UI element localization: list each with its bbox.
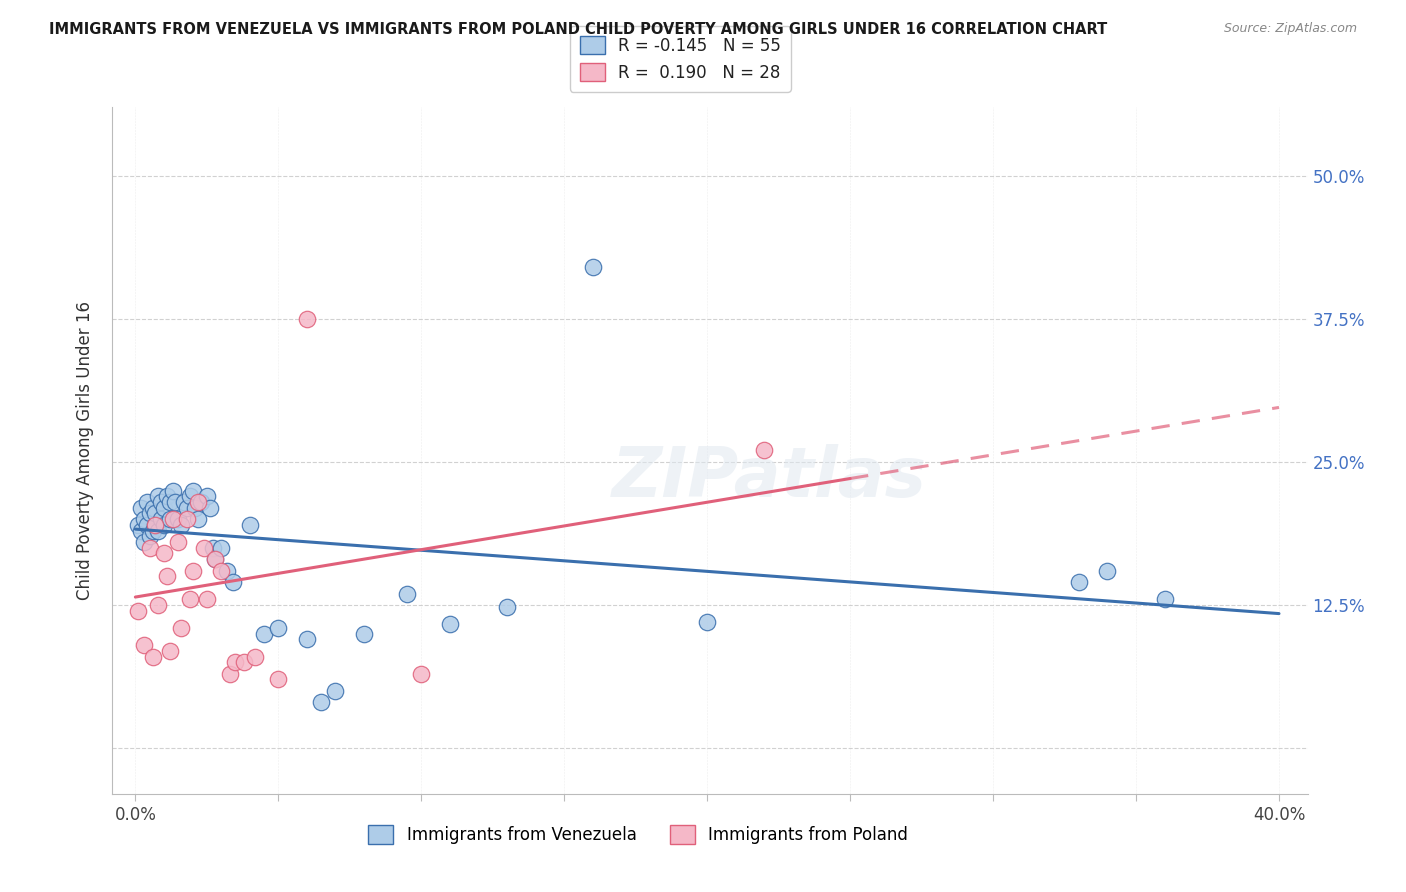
Point [309, 695, 332, 709]
Text: ZIPatlas: ZIPatlas [612, 444, 928, 511]
Point [245, 649, 267, 664]
Point [173, 495, 195, 509]
Point [145, 517, 167, 532]
Point [159, 644, 181, 658]
Point [221, 575, 243, 590]
Point [439, 617, 461, 632]
Y-axis label: Child Poverty Among Girls Under 16: Child Poverty Among Girls Under 16 [76, 301, 94, 600]
Point [267, 621, 290, 635]
Point [141, 500, 163, 515]
Point [153, 500, 176, 515]
Point [496, 600, 519, 615]
Point [181, 483, 204, 498]
Point [353, 626, 375, 640]
Point [153, 546, 176, 561]
Point [295, 311, 318, 326]
Point [1097, 564, 1119, 578]
Point [395, 586, 418, 600]
Point [135, 495, 157, 509]
Point [204, 552, 226, 566]
Point [129, 524, 152, 538]
Point [195, 489, 218, 503]
Point [148, 489, 170, 503]
Point [239, 517, 262, 532]
Point [170, 621, 193, 635]
Point [132, 512, 155, 526]
Point [127, 517, 149, 532]
Point [193, 541, 215, 555]
Point [1067, 575, 1090, 590]
Point [209, 564, 232, 578]
Point [148, 524, 170, 538]
Point [181, 564, 204, 578]
Point [129, 500, 152, 515]
Point [190, 495, 212, 509]
Point [156, 569, 179, 583]
Point [162, 483, 184, 498]
Point [1153, 592, 1175, 607]
Point [162, 512, 184, 526]
Point [176, 500, 198, 515]
Point [209, 541, 232, 555]
Point [198, 500, 221, 515]
Point [170, 517, 193, 532]
Point [127, 604, 149, 618]
Point [167, 512, 190, 526]
Point [195, 592, 218, 607]
Point [153, 517, 176, 532]
Text: IMMIGRANTS FROM VENEZUELA VS IMMIGRANTS FROM POLAND CHILD POVERTY AMONG GIRLS UN: IMMIGRANTS FROM VENEZUELA VS IMMIGRANTS … [49, 22, 1108, 37]
Point [141, 649, 163, 664]
Point [696, 615, 718, 630]
Point [187, 512, 209, 526]
Point [215, 564, 238, 578]
Point [138, 529, 160, 543]
Point [138, 507, 160, 521]
Point [145, 517, 167, 532]
Point [141, 524, 163, 538]
Point [156, 489, 179, 503]
Point [159, 512, 181, 526]
Point [145, 507, 167, 521]
Point [224, 655, 246, 669]
Point [754, 443, 776, 458]
Point [159, 495, 181, 509]
Point [150, 512, 173, 526]
Point [204, 552, 226, 566]
Point [165, 495, 187, 509]
Point [179, 489, 201, 503]
Point [132, 638, 155, 652]
Point [167, 535, 190, 549]
Point [187, 495, 209, 509]
Point [218, 666, 240, 681]
Point [176, 512, 198, 526]
Point [582, 260, 605, 275]
Legend: Immigrants from Venezuela, Immigrants from Poland: Immigrants from Venezuela, Immigrants fr… [361, 819, 915, 851]
Point [148, 598, 170, 612]
Point [233, 655, 256, 669]
Point [253, 626, 276, 640]
Point [150, 495, 173, 509]
Point [267, 673, 290, 687]
Point [179, 592, 201, 607]
Point [138, 541, 160, 555]
Point [325, 683, 347, 698]
Point [184, 500, 207, 515]
Point [135, 517, 157, 532]
Point [201, 541, 224, 555]
Point [295, 632, 318, 647]
Point [132, 535, 155, 549]
Point [411, 666, 433, 681]
Text: Source: ZipAtlas.com: Source: ZipAtlas.com [1223, 22, 1357, 36]
